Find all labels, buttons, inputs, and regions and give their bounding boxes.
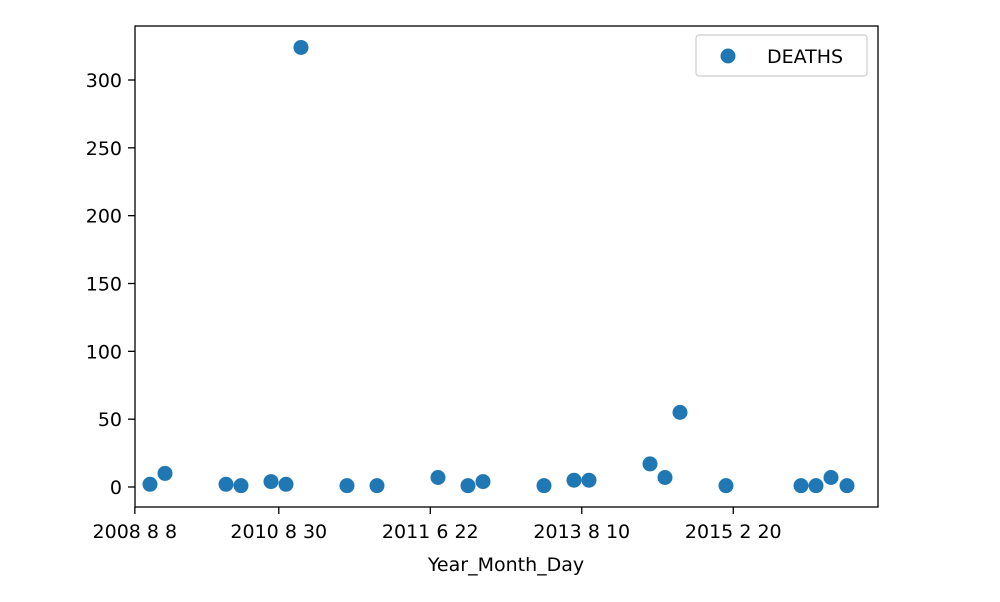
x-tick-label: 2010 8 30 [230,521,327,543]
plot-frame [134,25,879,508]
data-point [793,478,809,494]
data-point [718,478,734,494]
legend: DEATHS [695,34,868,77]
y-tick-label: 0 [110,477,122,499]
y-tick-label: 200 [86,206,122,228]
x-tick-label: 2011 6 22 [382,521,479,543]
data-point [642,456,658,472]
data-point [475,474,491,490]
y-tick-label: 100 [86,341,122,363]
data-point [218,476,234,492]
data-point [233,478,249,494]
y-tick-label: 150 [86,274,122,296]
data-point [142,476,158,492]
x-tick-label: 2008 8 8 [93,521,178,543]
data-point [657,470,673,486]
data-point [278,476,294,492]
legend-box [695,34,868,77]
legend-marker [720,48,736,64]
data-point [566,472,582,488]
data-point [293,39,309,55]
x-axis: 2008 8 8 2010 8 30 2011 6 22 2013 8 10 2015 … [93,507,782,543]
data-point [536,478,552,494]
y-axis: 0 50 100 150 200 250 300 [86,70,135,499]
data-point [263,474,279,490]
data-point [157,465,173,481]
data-point [460,478,476,494]
data-point [839,478,855,494]
legend-label: DEATHS [767,46,843,68]
data-point [339,478,355,494]
data-points [142,39,855,494]
x-tick-label: 2015 2 20 [685,521,782,543]
data-point [672,404,688,420]
y-tick-label: 300 [86,70,122,92]
x-axis-label: Year_Month_Day [427,554,584,576]
plot-area [134,25,879,508]
data-point [581,472,597,488]
data-point [823,470,839,486]
data-point [808,478,824,494]
data-point [369,478,385,494]
x-tick-label: 2013 8 10 [533,521,630,543]
data-point [430,470,446,486]
y-tick-label: 50 [98,409,122,431]
y-tick-label: 250 [86,138,122,160]
